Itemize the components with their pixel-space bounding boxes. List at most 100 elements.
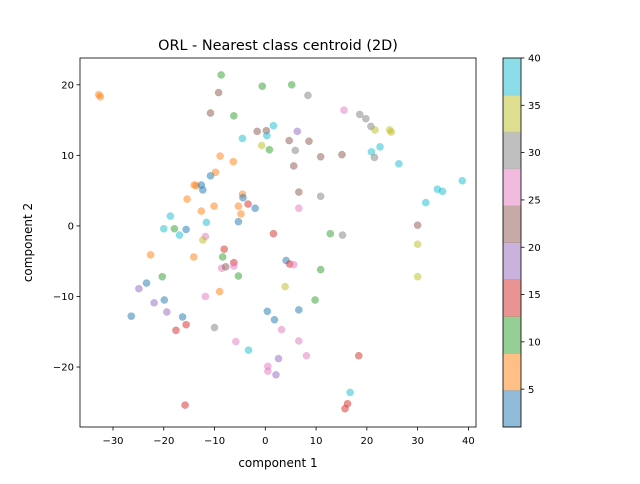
scatter-point bbox=[206, 171, 215, 180]
scatter-point bbox=[189, 253, 198, 261]
scatter-point bbox=[413, 240, 422, 249]
scatter-point bbox=[269, 229, 278, 238]
scatter-point bbox=[159, 224, 168, 233]
scatter-point bbox=[202, 218, 211, 227]
scatter-point bbox=[367, 147, 376, 156]
chart-title: ORL - Nearest class centroid (2D) bbox=[158, 38, 398, 54]
scatter-point bbox=[262, 131, 271, 140]
colorbar-segment bbox=[503, 390, 521, 428]
y-tick-label: −20 bbox=[53, 363, 74, 374]
scatter-point bbox=[234, 202, 243, 211]
scatter-point bbox=[291, 146, 300, 155]
colorbar-segment bbox=[503, 353, 521, 391]
scatter-point bbox=[221, 262, 230, 271]
colorbar-segment bbox=[503, 94, 521, 133]
scatter-point bbox=[178, 313, 187, 321]
scatter-point bbox=[316, 152, 325, 161]
scatter-point bbox=[294, 337, 303, 345]
colorbar-tick-label: 25 bbox=[528, 196, 541, 207]
scatter-point bbox=[376, 143, 384, 151]
colorbar-tick-label: 5 bbox=[528, 385, 534, 396]
scatter-point bbox=[294, 204, 303, 213]
x-tick-label: 30 bbox=[411, 436, 424, 447]
x-axis-ticks: −30 −20 −10 0 10 20 30 40 bbox=[102, 427, 475, 447]
scatter-point bbox=[215, 287, 224, 296]
scatter-point bbox=[421, 198, 430, 207]
scatter-point bbox=[341, 404, 349, 413]
scatter-point bbox=[281, 282, 289, 291]
scatter-point bbox=[294, 188, 303, 196]
colorbar-tick-label: 40 bbox=[528, 54, 541, 65]
scatter-point bbox=[218, 253, 227, 261]
scatter-point bbox=[220, 245, 229, 254]
scatter-point bbox=[229, 157, 238, 166]
scatter-point bbox=[237, 210, 245, 218]
colorbar-frame bbox=[502, 57, 522, 428]
colorbar-segment bbox=[503, 168, 521, 206]
scatter-point bbox=[264, 367, 272, 376]
scatter-point bbox=[394, 159, 403, 168]
y-tick-label: −10 bbox=[53, 292, 74, 303]
scatter-point bbox=[294, 306, 303, 314]
scatter-point bbox=[413, 221, 422, 230]
colorbar-segment bbox=[503, 242, 521, 280]
scatter-point bbox=[211, 168, 220, 177]
scatter-point bbox=[251, 204, 259, 213]
scatter-point bbox=[371, 126, 379, 134]
scatter-point bbox=[210, 323, 219, 332]
scatter-point bbox=[181, 401, 189, 409]
scatter-point bbox=[162, 308, 171, 316]
scatter-point bbox=[127, 312, 136, 321]
scatter-point bbox=[289, 260, 298, 269]
scatter-point bbox=[197, 207, 206, 215]
scatter-point bbox=[96, 92, 105, 101]
colorbar-segment bbox=[503, 205, 521, 243]
scatter-point bbox=[346, 388, 354, 397]
colorbar-tick-label: 30 bbox=[528, 148, 541, 159]
colorbar-segment bbox=[503, 316, 521, 354]
scatter-point bbox=[438, 187, 447, 196]
scatter-point bbox=[340, 106, 348, 115]
colorbar-tick-label: 20 bbox=[528, 243, 541, 254]
y-axis-ticks: −20 −10 0 10 20 bbox=[53, 80, 80, 374]
colorbar-tick-label: 35 bbox=[528, 101, 541, 112]
scatter-point bbox=[183, 195, 191, 203]
scatter-point bbox=[182, 320, 190, 329]
scatter-point bbox=[265, 145, 274, 154]
scatter-point bbox=[289, 162, 298, 170]
scatter-point bbox=[135, 284, 143, 293]
scatter-point bbox=[387, 128, 396, 136]
scatter-point bbox=[172, 326, 180, 335]
x-tick-label: −30 bbox=[102, 436, 123, 447]
x-tick-label: −20 bbox=[153, 436, 174, 447]
scatter-point bbox=[210, 202, 218, 211]
scatter-point bbox=[277, 325, 286, 334]
colorbar-segment bbox=[503, 58, 521, 96]
scatter-point bbox=[160, 296, 169, 304]
scatter-point bbox=[229, 262, 238, 270]
scatter-point bbox=[244, 200, 252, 208]
scatter-point bbox=[182, 225, 190, 234]
scatter-point bbox=[170, 224, 179, 233]
scatter-point bbox=[338, 231, 347, 239]
scatter-point bbox=[146, 251, 155, 259]
scatter-point bbox=[257, 141, 266, 150]
scatter-point bbox=[270, 315, 279, 324]
scatter-point bbox=[216, 152, 224, 160]
scatter-point bbox=[316, 192, 325, 201]
scatter-point bbox=[370, 153, 379, 162]
colorbar-tick-label: 10 bbox=[528, 337, 541, 348]
scatter-point bbox=[258, 82, 267, 91]
scatter-point bbox=[232, 337, 240, 346]
y-axis-label: component 2 bbox=[21, 203, 35, 282]
scatter-point bbox=[302, 351, 311, 360]
colorbar-segment bbox=[503, 279, 521, 317]
scatter-point bbox=[293, 127, 302, 136]
scatter-point bbox=[206, 109, 215, 117]
scatter-point bbox=[217, 71, 225, 79]
scatter-point bbox=[142, 279, 151, 287]
scatter-point bbox=[234, 217, 243, 226]
